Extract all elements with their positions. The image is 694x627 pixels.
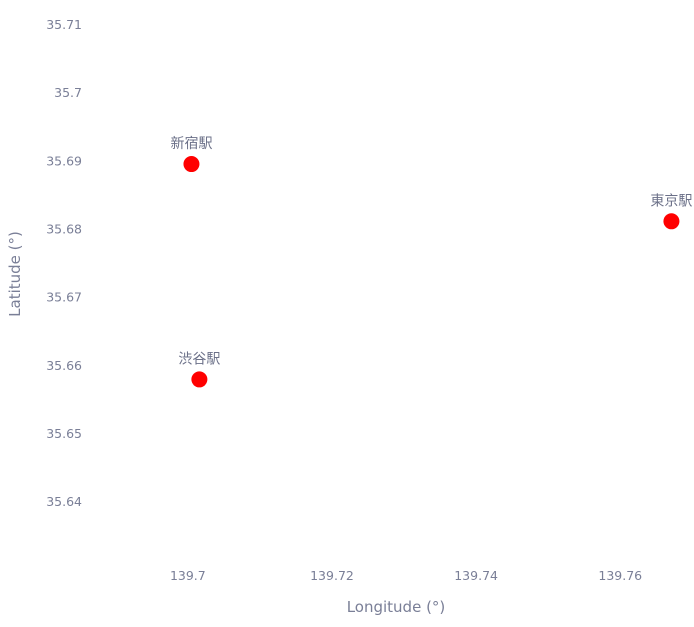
y-tick-label: 35.67 [46,290,82,305]
y-axis-title: Latitude (°) [6,231,24,317]
y-axis-ticks: 35.64 35.65 35.66 35.67 35.68 35.69 35.7 35.71 [46,17,82,509]
y-tick-label: 35.68 [46,221,82,236]
x-axis-ticks: 139.7 139.72 139.74 139.76 [170,568,642,583]
data-point [183,156,200,173]
data-point-label: 渋谷駅 [178,351,220,367]
y-tick-label: 35.71 [46,17,82,32]
y-tick-label: 35.7 [54,85,82,100]
y-tick-label: 35.65 [46,426,82,441]
x-axis-title: Longitude (°) [347,598,446,616]
x-tick-label: 139.7 [170,568,206,583]
x-tick-label: 139.76 [598,568,642,583]
data-point-label: 東京駅 [650,193,692,209]
y-tick-label: 35.66 [46,358,82,373]
data-point [191,371,208,388]
x-tick-label: 139.74 [454,568,498,583]
y-tick-label: 35.64 [46,494,82,509]
data-point [663,213,680,230]
y-tick-label: 35.69 [46,153,82,168]
data-point-label: 新宿駅 [170,135,212,152]
x-tick-label: 139.72 [310,568,354,583]
